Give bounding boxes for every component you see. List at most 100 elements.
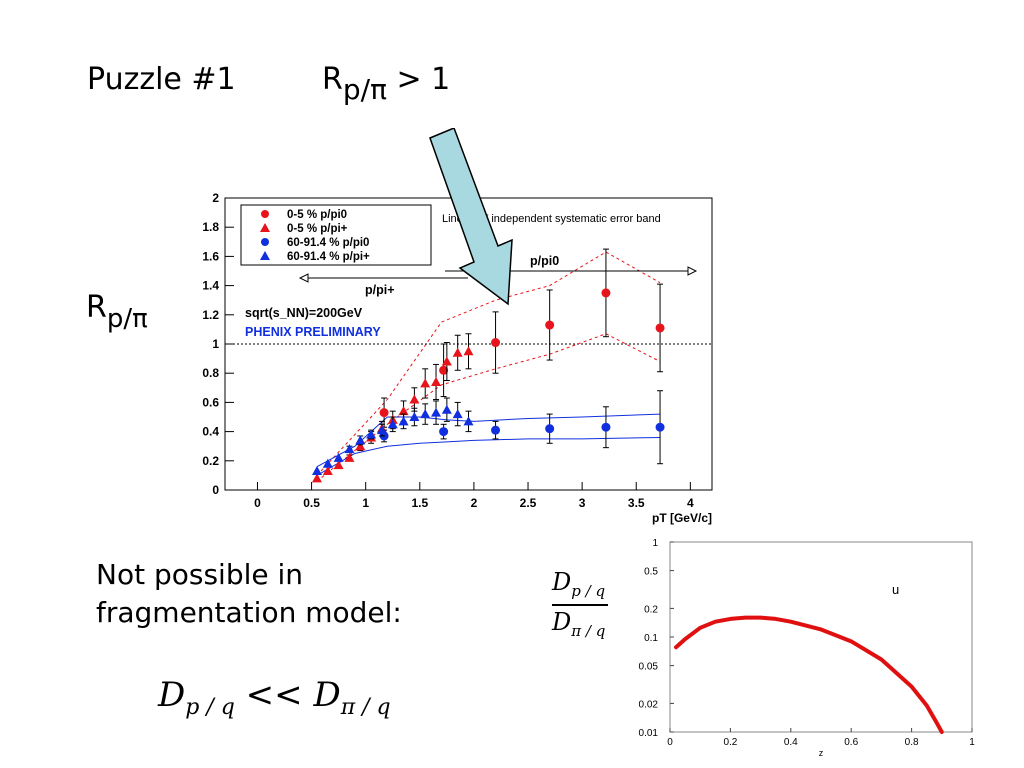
legend-marker-circle bbox=[261, 210, 269, 218]
energy-label: sqrt(s_NN)=200GeV bbox=[245, 306, 363, 320]
x-tick-label: 1 bbox=[362, 496, 369, 510]
systematic-band-upper bbox=[316, 251, 661, 476]
ineq-right-base: D bbox=[313, 675, 341, 715]
legend-label: 0-5 % p/pi+ bbox=[287, 223, 348, 235]
legend-box bbox=[240, 204, 432, 266]
data-point-triangle bbox=[420, 409, 431, 419]
systematic-band-lower bbox=[316, 333, 661, 482]
x-tick-label: 0.2 bbox=[723, 737, 737, 748]
fraction-formula: Dp / q Dπ / q bbox=[552, 568, 612, 640]
x-tick-label: 4 bbox=[687, 496, 694, 510]
x-tick-label: 0 bbox=[254, 496, 261, 510]
data-point-triangle bbox=[441, 356, 452, 366]
data-point-circle bbox=[439, 427, 449, 437]
pointer-arrow-shape bbox=[429, 128, 513, 306]
not-possible-text: Not possible in fragmentation model: bbox=[96, 556, 402, 632]
x-tick-label: 0.4 bbox=[784, 737, 798, 748]
data-point-triangle bbox=[311, 466, 322, 476]
legend-label: 60-91.4 % p/pi+ bbox=[287, 251, 370, 263]
x-tick-label: 0 bbox=[667, 737, 673, 748]
inequality-formula: Dp / q << Dπ / q bbox=[158, 675, 391, 720]
data-point-triangle bbox=[322, 458, 333, 468]
puzzle-label: Puzzle #1 bbox=[87, 62, 236, 97]
y-tick-label: 0.8 bbox=[202, 366, 219, 380]
y-tick-label: 0.2 bbox=[644, 604, 658, 615]
x-tick-label: 0.8 bbox=[905, 737, 919, 748]
y-tick-label: 0.5 bbox=[644, 567, 658, 578]
data-point-triangle bbox=[431, 407, 442, 417]
legend-marker-triangle bbox=[260, 223, 270, 232]
x-tick-label: 2 bbox=[471, 496, 478, 510]
x-tick-label: 1.5 bbox=[411, 496, 428, 510]
data-point-triangle bbox=[398, 416, 409, 426]
y-tick-label: 1.8 bbox=[202, 220, 219, 234]
y-tick-label: 0.4 bbox=[202, 425, 219, 439]
p-piplus-label: p/pi+ bbox=[365, 283, 395, 297]
frac-numerator: Dp / q bbox=[552, 568, 606, 600]
x-tick-label: 3 bbox=[579, 496, 586, 510]
data-point-circle bbox=[545, 424, 555, 434]
y-tick-label: 0.01 bbox=[639, 728, 659, 739]
ratio-header-base: R bbox=[322, 62, 343, 97]
data-point-triangle bbox=[322, 466, 333, 476]
data-point-triangle bbox=[387, 419, 398, 429]
data-point-triangle bbox=[463, 416, 474, 426]
ineq-right-sub: π / q bbox=[340, 694, 391, 720]
not-possible-line2: fragmentation model: bbox=[96, 596, 402, 629]
data-point-triangle bbox=[431, 376, 442, 386]
data-point-triangle bbox=[398, 406, 409, 416]
data-point-circle bbox=[601, 422, 611, 432]
fragmentation-chart: 0 0.2 0.4 0.6 0.8 1 0.01 0.02 0.05 0.1 0.2 0.5 1 z u bbox=[639, 538, 976, 758]
data-point-circle bbox=[601, 288, 611, 298]
data-point-triangle bbox=[441, 404, 452, 414]
ratio-header: Rp/π > 1 bbox=[322, 62, 450, 106]
frac-denominator: Dπ / q bbox=[552, 607, 606, 640]
x-tick-label: 3.5 bbox=[628, 496, 645, 510]
y-tick-label: 1.4 bbox=[202, 279, 219, 293]
y-tick-label: 0.1 bbox=[644, 633, 658, 644]
data-point-circle bbox=[379, 408, 389, 418]
legend-label: 60-91.4 % p/pi0 bbox=[287, 237, 369, 249]
data-point-triangle bbox=[311, 473, 322, 483]
y-tick-label: 0 bbox=[212, 483, 219, 497]
x-tick-label: 1 bbox=[969, 737, 975, 748]
y-tick-label: 1.6 bbox=[202, 249, 219, 263]
y-tick-label: 1.2 bbox=[202, 308, 219, 322]
data-point-triangle bbox=[333, 452, 344, 462]
not-possible-line1: Not possible in bbox=[96, 558, 304, 591]
data-point-triangle bbox=[452, 347, 463, 357]
y-tick-label: 0.02 bbox=[639, 699, 659, 710]
ineq-left-sub: p / q bbox=[185, 694, 235, 720]
y-tick-label: 0.6 bbox=[202, 395, 219, 409]
data-point-triangle bbox=[366, 429, 377, 439]
ineq-op: << bbox=[234, 675, 314, 715]
ratio-curve bbox=[674, 615, 944, 734]
preliminary-label: PHENIX PRELIMINARY bbox=[245, 325, 381, 339]
data-point-triangle bbox=[452, 409, 463, 419]
data-point-triangle bbox=[420, 378, 431, 388]
ineq-left-base: D bbox=[158, 675, 186, 715]
ratio-header-sub: p/π bbox=[342, 73, 387, 106]
data-point-triangle bbox=[333, 460, 344, 470]
x-axis-label: pT [GeV/c] bbox=[652, 511, 712, 525]
y-tick-label: 2 bbox=[212, 191, 219, 205]
data-point-circle bbox=[491, 425, 501, 435]
x-axis-label: z bbox=[819, 748, 824, 758]
ratio-side-base: R bbox=[86, 290, 107, 325]
legend: 0-5 % p/pi0 0-5 % p/pi+ 60-91.4 % p/pi0 60-… bbox=[240, 204, 432, 266]
y-tick-label: 1 bbox=[212, 337, 219, 351]
flavor-label: u bbox=[892, 582, 899, 597]
data-point-circle bbox=[491, 338, 501, 348]
x-tick-label: 2.5 bbox=[520, 496, 537, 510]
syst-band-note: Linear pT independent systematic error b… bbox=[442, 213, 661, 225]
y-tick-label: 1 bbox=[652, 538, 658, 549]
p-pi0-label: p/pi0 bbox=[530, 254, 559, 268]
data-point-triangle bbox=[344, 444, 355, 454]
frac-bar bbox=[552, 603, 608, 606]
data-point-triangle bbox=[376, 425, 387, 435]
data-point-triangle bbox=[344, 452, 355, 462]
data-point-triangle bbox=[355, 435, 366, 445]
systematic-band-lower bbox=[316, 436, 661, 476]
y-tick-label: 0.2 bbox=[202, 454, 219, 468]
legend-marker-circle bbox=[261, 238, 269, 246]
